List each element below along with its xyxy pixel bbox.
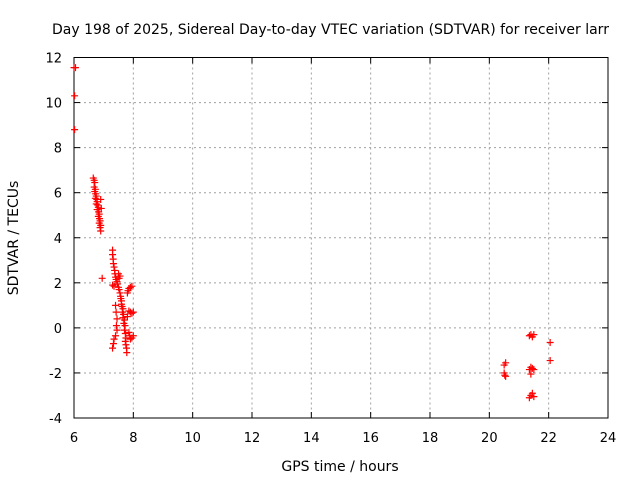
data-point-plus-marker xyxy=(71,64,79,72)
x-tick-label: 18 xyxy=(422,431,439,446)
data-point-plus-marker xyxy=(98,274,106,282)
data-point-plus-marker xyxy=(71,92,79,100)
data-point-plus-marker xyxy=(109,340,117,348)
y-tick-label: 4 xyxy=(54,232,62,247)
data-point-plus-marker xyxy=(112,301,120,309)
x-axis-title: GPS time / hours xyxy=(281,459,398,475)
data-point-plus-marker xyxy=(530,366,538,374)
data-point-plus-marker xyxy=(530,331,538,339)
data-point-plus-marker xyxy=(527,370,535,378)
data-points xyxy=(70,64,554,402)
y-tick-labels: -4 -2 0 2 4 6 8 10 12 xyxy=(45,52,62,428)
data-point-plus-marker xyxy=(129,308,137,316)
y-tick-label: 6 xyxy=(54,187,62,202)
x-tick-label: 10 xyxy=(184,431,201,446)
data-point-plus-marker xyxy=(546,339,554,347)
data-point-plus-marker xyxy=(97,195,105,203)
y-tick-label: -2 xyxy=(49,367,62,382)
data-point-plus-marker xyxy=(125,328,133,336)
data-point-plus-marker xyxy=(109,344,117,352)
chart-title: Day 198 of 2025, Sidereal Day-to-day VTE… xyxy=(52,22,609,38)
y-tick-label: 2 xyxy=(54,277,62,292)
axis-ticks xyxy=(73,57,609,419)
data-point-plus-marker xyxy=(123,349,131,357)
data-point-plus-marker xyxy=(126,335,134,343)
y-tick-label: 8 xyxy=(54,142,62,157)
x-tick-label: 22 xyxy=(540,431,557,446)
data-point-plus-marker xyxy=(528,389,536,397)
x-tick-label: 24 xyxy=(600,431,617,446)
data-point-plus-marker xyxy=(501,371,509,379)
y-axis-title: SDTVAR / TECUs xyxy=(6,181,22,296)
data-point-plus-marker xyxy=(71,126,79,134)
data-point-plus-marker xyxy=(129,332,137,340)
y-tick-label: 0 xyxy=(54,322,62,337)
x-tick-label: 20 xyxy=(481,431,498,446)
data-point-plus-marker xyxy=(113,326,121,334)
x-tick-label: 12 xyxy=(244,431,261,446)
data-point-plus-marker xyxy=(126,283,134,291)
data-point-plus-marker xyxy=(530,393,538,401)
data-point-plus-marker xyxy=(97,227,105,235)
data-point-plus-marker xyxy=(502,372,510,380)
data-point-plus-marker xyxy=(128,282,136,290)
x-tick-label: 6 xyxy=(70,431,78,446)
x-tick-labels: 6 8 10 12 14 16 18 20 22 24 xyxy=(70,431,616,446)
data-point-plus-marker xyxy=(112,308,120,316)
data-point-plus-marker xyxy=(114,280,122,288)
data-point-plus-marker xyxy=(109,281,117,289)
data-point-plus-marker xyxy=(112,332,120,340)
data-point-plus-marker xyxy=(115,274,123,282)
x-tick-label: 16 xyxy=(362,431,379,446)
data-point-plus-marker xyxy=(115,286,123,294)
data-point-plus-marker xyxy=(113,315,121,323)
y-tick-label: -4 xyxy=(49,412,62,427)
data-point-plus-marker xyxy=(525,332,533,340)
y-tick-label: 12 xyxy=(45,52,62,67)
data-point-plus-marker xyxy=(123,313,131,321)
data-point-plus-marker xyxy=(128,309,136,317)
data-point-plus-marker xyxy=(97,204,105,212)
x-tick-label: 14 xyxy=(303,431,320,446)
data-point-plus-marker xyxy=(546,357,554,365)
x-tick-label: 8 xyxy=(129,431,137,446)
data-point-plus-marker xyxy=(528,364,536,372)
y-tick-label: 10 xyxy=(45,97,62,112)
data-point-plus-marker xyxy=(110,282,118,290)
data-point-plus-marker xyxy=(120,326,128,334)
grid-lines xyxy=(74,57,608,418)
data-point-plus-marker xyxy=(502,359,510,367)
